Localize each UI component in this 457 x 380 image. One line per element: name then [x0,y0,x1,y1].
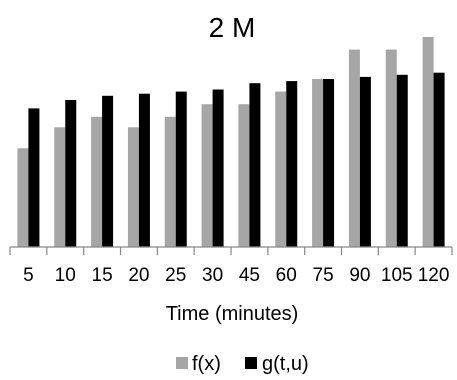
x-tick-label-75: 75 [313,265,334,286]
bar-f-15 [91,116,103,247]
x-tick-label-30: 30 [202,265,223,286]
bar-f-45 [238,104,250,247]
x-tick-label-105: 105 [381,265,413,286]
x-axis-ticks [9,247,453,255]
x-axis-tick-labels: 5 10 15 20 25 30 45 60 75 90 105 120 [23,265,449,286]
bar-f-5 [17,148,29,247]
x-tick-label-25: 25 [165,265,186,286]
bar-f-30 [201,104,213,247]
legend-swatch-g [245,357,257,369]
bar-f-105 [385,49,397,247]
bar-f-120 [422,37,434,247]
bar-g-105 [396,74,408,247]
bar-g-5 [28,108,40,248]
bar-f-25 [164,116,176,247]
bar-g-20 [138,93,150,247]
bar-g-15 [102,95,114,247]
bar-f-60 [275,91,287,247]
legend-label-f: f(x) [192,353,221,375]
bar-g-90 [359,76,371,248]
bar-g-60 [286,81,298,247]
bar-g-75 [323,79,335,247]
bar-f-75 [312,79,324,247]
x-tick-label-120: 120 [418,265,450,286]
legend-label-g: g(t,u) [262,353,309,375]
bar-f-20 [127,127,139,247]
legend: f(x) g(t,u) [176,353,309,375]
bar-g-120 [433,72,445,247]
x-tick-label-20: 20 [128,265,149,286]
x-tick-label-10: 10 [55,265,76,286]
bars-group [17,37,445,248]
chart-title: 2 M [209,12,256,43]
legend-swatch-f [176,357,188,369]
x-tick-label-5: 5 [23,265,34,286]
x-axis-title: Time (minutes) [166,303,299,325]
bar-f-10 [54,127,66,247]
bar-g-25 [175,91,187,247]
bar-g-30 [212,89,224,247]
x-tick-label-60: 60 [276,265,297,286]
bar-g-45 [249,83,261,247]
x-tick-label-45: 45 [239,265,260,286]
bar-f-90 [348,49,360,247]
x-tick-label-90: 90 [349,265,370,286]
bar-g-10 [65,100,77,247]
x-tick-label-15: 15 [92,265,113,286]
